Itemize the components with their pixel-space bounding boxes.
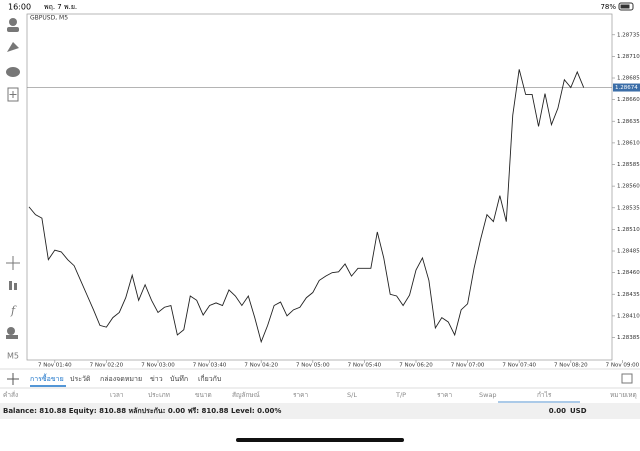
x-tick-label: 7 Nov 03:00: [141, 363, 175, 369]
tab[interactable]: กล่องจดหมาย: [100, 375, 142, 383]
x-tick-label: 7 Nov 07:00: [451, 363, 485, 369]
y-tick-label: 1.28635: [617, 119, 640, 125]
x-tick-label: 7 Nov 06:20: [399, 363, 433, 369]
y-tick-label: 1.28585: [617, 162, 640, 168]
table-header: คำสั่ง เวลา ประเภท ขนาด สัญลักษณ์ ราคา S/L T/P ร…: [3, 390, 637, 399]
crosshair-icon[interactable]: [6, 256, 20, 270]
status-date: พฤ. 7 พ.ย.: [44, 3, 77, 11]
tab[interactable]: ข่าว: [150, 375, 163, 383]
tabs: การซื้อขาย ประวัติ กล่องจดหมาย ข่าว บันทึก เก…: [30, 372, 221, 387]
battery-level: [620, 4, 630, 9]
tab[interactable]: ประวัติ: [70, 375, 91, 383]
left-toolbar: f: [6, 18, 20, 339]
x-tick-label: 7 Nov 05:40: [348, 363, 382, 369]
y-tick-label: 1.28510: [617, 227, 640, 233]
plot-frame: [26, 13, 613, 361]
y-tick-label: 1.28685: [617, 76, 640, 82]
chart: 1.28735 1.28710 1.28685 1.28660 1.28635 1.286…: [27, 32, 640, 369]
summary-text: Balance: 810.88 Equity: 810.88 หลักประกั…: [3, 407, 281, 415]
chat-icon[interactable]: [6, 67, 20, 77]
y-tick-label: 1.28485: [617, 249, 640, 255]
timeframe-button[interactable]: M5: [7, 352, 19, 361]
last-price-label: 1.28674: [615, 85, 638, 91]
column-header[interactable]: ราคา: [437, 391, 452, 399]
status-time: 16:00: [8, 3, 31, 12]
last-price-box: [613, 83, 640, 92]
home-indicator: [236, 438, 404, 442]
objects-icon-2: [6, 335, 18, 339]
y-tick-label: 1.28410: [617, 313, 640, 319]
tab[interactable]: การซื้อขาย: [30, 372, 64, 383]
x-tick-label: 7 Nov 07:40: [502, 363, 536, 369]
battery-icon: [618, 2, 634, 11]
x-tick-label: 7 Nov 04:20: [244, 363, 278, 369]
objects-icon[interactable]: [7, 327, 15, 335]
column-header[interactable]: T/P: [395, 391, 406, 399]
status-battery: 78%: [600, 3, 616, 11]
column-header[interactable]: ราคา: [293, 391, 308, 399]
trade-icon[interactable]: [7, 42, 19, 52]
candles-icon-2: [14, 283, 17, 290]
account-icon[interactable]: [9, 18, 17, 26]
candles-icon[interactable]: [9, 281, 12, 290]
column-header[interactable]: คำสั่ง: [3, 390, 18, 399]
indicator-icon[interactable]: f: [10, 304, 17, 317]
add-button[interactable]: [7, 373, 19, 385]
column-header[interactable]: ประเภท: [148, 391, 170, 399]
summary-row: [0, 403, 640, 419]
column-header[interactable]: ขนาด: [195, 391, 212, 399]
price-line: [28, 69, 585, 344]
y-tick-label: 1.28735: [617, 32, 640, 38]
column-header[interactable]: S/L: [347, 391, 357, 399]
x-tick-label: 7 Nov 02:20: [90, 363, 124, 369]
chart-title: GBPUSD, M5: [30, 15, 68, 22]
profit-total: 0.00: [549, 407, 566, 415]
currency: USD: [570, 407, 587, 415]
y-tick-label: 1.28460: [617, 270, 640, 276]
y-tick-label: 1.28435: [617, 292, 640, 298]
column-header[interactable]: กำไร: [537, 391, 552, 399]
column-header[interactable]: หมายเหตุ: [610, 391, 637, 399]
x-tick-label: 7 Nov 03:40: [193, 363, 227, 369]
tab[interactable]: เกี่ยวกับ: [198, 374, 221, 383]
x-tick-label: 7 Nov 08:20: [554, 363, 588, 369]
x-tick-label: 7 Nov 05:00: [296, 363, 330, 369]
panel-icon[interactable]: [621, 373, 633, 384]
column-header[interactable]: Swap: [479, 391, 497, 399]
plus-icon: [9, 91, 17, 98]
column-header[interactable]: เวลา: [110, 391, 124, 399]
y-tick-label: 1.28610: [617, 140, 640, 146]
x-tick-label: 7 Nov 01:40: [38, 363, 72, 369]
account-icon-body: [7, 27, 19, 32]
y-tick-label: 1.28710: [617, 54, 640, 60]
tab[interactable]: บันทึก: [170, 374, 188, 383]
y-tick-label: 1.28660: [617, 97, 640, 103]
y-tick-label: 1.28385: [617, 335, 640, 341]
column-header[interactable]: สัญลักษณ์: [232, 391, 260, 399]
new-order-icon[interactable]: [7, 87, 19, 102]
y-tick-label: 1.28560: [617, 184, 640, 190]
x-tick-label: 7 Nov 09:00: [606, 363, 640, 369]
y-tick-label: 1.28535: [617, 205, 640, 211]
